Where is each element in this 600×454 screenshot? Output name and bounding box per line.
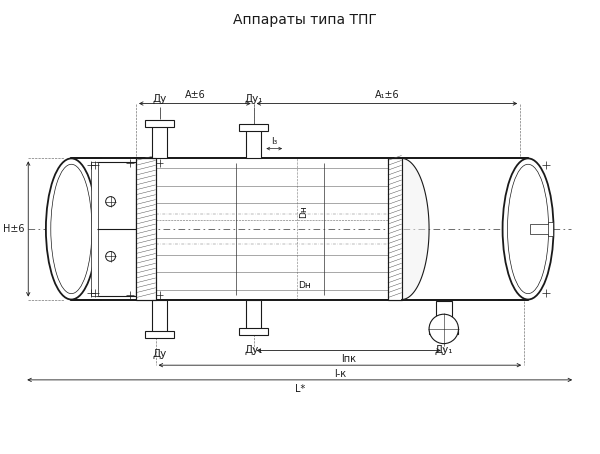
Bar: [152, 300, 167, 337]
Bar: [388, 158, 401, 300]
Text: А±6: А±6: [184, 89, 205, 99]
Bar: [530, 224, 551, 234]
Text: А₁±6: А₁±6: [374, 89, 399, 99]
Circle shape: [106, 197, 115, 207]
Ellipse shape: [46, 158, 97, 300]
Text: lпк: lпк: [341, 355, 356, 365]
Text: Dн: Dн: [298, 281, 311, 290]
Ellipse shape: [508, 164, 548, 294]
Bar: [239, 124, 268, 131]
Bar: [97, 163, 136, 296]
Bar: [246, 300, 262, 333]
Text: Ду₁: Ду₁: [434, 345, 453, 355]
Text: Ду₁: Ду₁: [244, 345, 263, 355]
Bar: [145, 331, 174, 338]
Bar: [246, 125, 262, 158]
Text: Dн: Dн: [299, 205, 308, 218]
Bar: [388, 158, 401, 300]
Polygon shape: [401, 158, 429, 300]
Ellipse shape: [503, 158, 554, 300]
Circle shape: [106, 252, 115, 262]
Text: L*: L*: [295, 384, 305, 394]
Bar: [429, 327, 458, 334]
Text: l-к: l-к: [334, 369, 346, 379]
Bar: [436, 301, 452, 331]
Bar: [136, 158, 155, 300]
Bar: [152, 121, 167, 158]
Text: Ду: Ду: [152, 349, 167, 359]
Bar: [71, 158, 528, 300]
Ellipse shape: [51, 164, 92, 294]
Text: Ду₁: Ду₁: [244, 94, 263, 104]
Text: Н±6: Н±6: [3, 224, 25, 234]
Bar: [548, 222, 553, 236]
Bar: [239, 328, 268, 335]
Circle shape: [429, 314, 458, 344]
Text: Ду: Ду: [152, 94, 167, 104]
Text: l₃: l₃: [271, 137, 277, 146]
Bar: [91, 163, 98, 296]
Text: Аппараты типа ТПГ: Аппараты типа ТПГ: [233, 13, 376, 27]
Bar: [145, 120, 174, 127]
Bar: [136, 158, 155, 300]
